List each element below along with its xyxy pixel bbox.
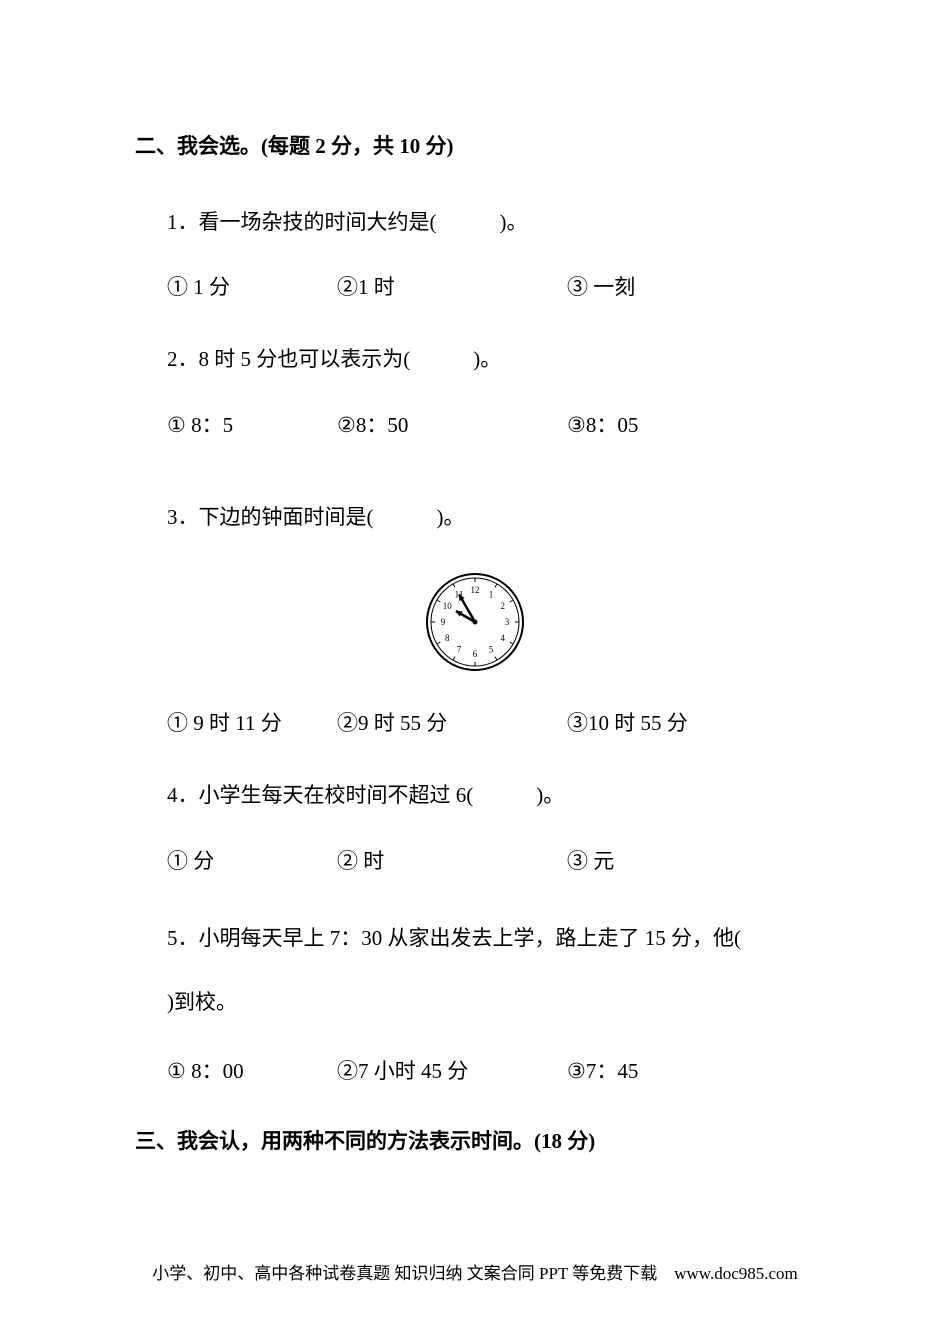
q2-option-2: ②8：50 (337, 409, 567, 439)
q5-option-3: ③7：45 (567, 1055, 815, 1085)
svg-text:3: 3 (505, 617, 510, 627)
options-q4: ① 分 ② 时 ③ 元 (135, 845, 815, 875)
svg-text:1: 1 (489, 589, 494, 599)
q1-option-3: ③ 一刻 (567, 271, 815, 301)
q5-option-1: ① 8：00 (167, 1055, 337, 1085)
options-q1: ① 1 分 ②1 时 ③ 一刻 (135, 271, 815, 301)
section2-title: 二、我会选。(每题 2 分，共 10 分) (135, 130, 815, 164)
options-q2: ① 8：5 ②8：50 ③8：05 (135, 409, 815, 439)
q5-option-2: ②7 小时 45 分 (337, 1055, 567, 1085)
svg-text:5: 5 (489, 645, 494, 655)
q5-line2: )到校。 (167, 979, 815, 1025)
svg-text:4: 4 (500, 633, 505, 643)
q3-option-3: ③10 时 55 分 (567, 707, 815, 737)
q2-option-3: ③8：05 (567, 409, 815, 439)
q3-option-2: ②9 时 55 分 (337, 707, 567, 737)
question-1: 1．看一场杂技的时间大约是( )。 (135, 204, 815, 242)
svg-text:12: 12 (471, 585, 480, 595)
q1-option-1: ① 1 分 (167, 271, 337, 301)
q4-option-3: ③ 元 (567, 845, 815, 875)
clock-container: 121234567891011 (135, 567, 815, 677)
page-footer: 小学、初中、高中各种试卷真题 知识归纳 文案合同 PPT 等免费下载 www.d… (0, 1259, 950, 1284)
q1-option-2: ②1 时 (337, 271, 567, 301)
svg-text:2: 2 (500, 601, 505, 611)
question-4: 4．小学生每天在校时间不超过 6( )。 (135, 777, 815, 815)
q4-option-2: ② 时 (337, 845, 567, 875)
question-5: 5．小明每天早上 7：30 从家出发去上学，路上走了 15 分，他( )到校。 (135, 915, 815, 1025)
svg-text:6: 6 (473, 649, 478, 659)
question-2: 2．8 时 5 分也可以表示为( )。 (135, 341, 815, 379)
q3-option-1: ① 9 时 11 分 (167, 707, 337, 737)
q2-option-1: ① 8：5 (167, 409, 337, 439)
options-q5: ① 8：00 ②7 小时 45 分 ③7：45 (135, 1055, 815, 1085)
svg-text:7: 7 (457, 645, 462, 655)
svg-text:8: 8 (445, 633, 450, 643)
options-q3: ① 9 时 11 分 ②9 时 55 分 ③10 时 55 分 (135, 707, 815, 737)
q5-line1: 5．小明每天早上 7：30 从家出发去上学，路上走了 15 分，他( (167, 915, 815, 961)
svg-text:9: 9 (441, 617, 446, 627)
svg-text:10: 10 (443, 601, 453, 611)
question-3: 3．下边的钟面时间是( )。 (135, 499, 815, 537)
q4-option-1: ① 分 (167, 845, 337, 875)
section3-title: 三、我会认，用两种不同的方法表示时间。(18 分) (135, 1125, 815, 1159)
clock-face-icon: 121234567891011 (420, 567, 530, 677)
